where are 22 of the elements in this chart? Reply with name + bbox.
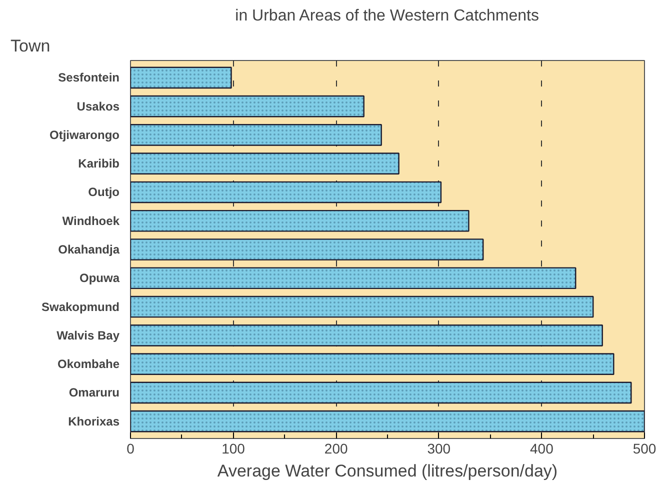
x-tick-label: 500 — [632, 440, 656, 456]
x-tick-label: 200 — [324, 440, 348, 456]
y-tick-label: Opuwa — [80, 271, 120, 286]
y-tick-label: Outjo — [88, 185, 120, 200]
y-tick-label: Swakopmund — [41, 300, 120, 314]
y-tick-label: Walvis Bay — [56, 328, 120, 342]
y-tick-label: Otjiwarongo — [50, 128, 120, 142]
y-tick-label: Khorixas — [68, 414, 120, 428]
y-tick-label: Karibib — [78, 156, 120, 171]
y-tick-label: Okahandja — [58, 242, 120, 256]
x-tick-label: 400 — [530, 440, 554, 456]
y-tick-label: Usakos — [76, 99, 120, 114]
y-axis-title: Town — [10, 36, 50, 56]
x-tick-label: 100 — [222, 440, 246, 456]
x-axis-title: Average Water Consumed (litres/person/day) — [217, 462, 558, 480]
x-tick-label: 300 — [427, 440, 451, 456]
chart-title: in Urban Areas of the Western Catchments — [235, 8, 539, 24]
x-tick-label: 0 — [126, 440, 135, 456]
y-tick-label: Sesfontein — [58, 70, 120, 85]
y-tick-label: Okombahe — [57, 357, 120, 372]
y-tick-label: Omaruru — [68, 386, 120, 400]
y-tick-label: Windhoek — [62, 214, 120, 228]
